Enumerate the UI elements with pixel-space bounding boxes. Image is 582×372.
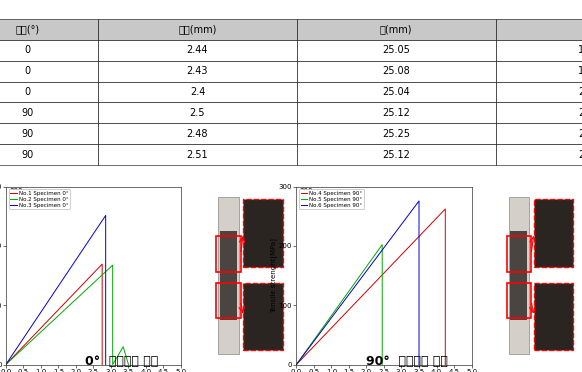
No.2 Specimen 0°: [120, 344, 127, 349]
No.1 Specimen 0°: [99, 262, 106, 266]
Text: 0°  인장시험 결과: 0° 인장시험 결과: [86, 355, 158, 368]
Line: No.4 Specimen 90°: No.4 Specimen 90°: [296, 209, 445, 365]
Line: No.5 Specimen 90°: No.5 Specimen 90°: [296, 245, 382, 365]
Bar: [218, 197, 239, 354]
No.5 Specimen 90°: [293, 362, 300, 367]
No.5 Specimen 90°: [379, 243, 386, 247]
No.6 Specimen 90°: [416, 362, 423, 367]
Text: 300: 300: [9, 188, 23, 194]
No.5 Specimen 90°: [379, 362, 386, 367]
Line: No.3 Specimen 0°: No.3 Specimen 0°: [6, 215, 106, 365]
FancyBboxPatch shape: [534, 199, 573, 267]
Legend: No.1 Specimen 0°, No.2 Specimen 0°, No.3 Specimen 0°: No.1 Specimen 0°, No.2 Specimen 0°, No.3…: [9, 189, 70, 209]
No.1 Specimen 0°: [2, 362, 9, 367]
Line: No.2 Specimen 0°: No.2 Specimen 0°: [6, 265, 129, 365]
No.3 Specimen 0°: [102, 213, 109, 218]
Bar: [509, 197, 529, 354]
Bar: [220, 231, 237, 320]
No.1 Specimen 0°: [99, 362, 106, 367]
FancyBboxPatch shape: [243, 283, 283, 350]
No.6 Specimen 90°: [293, 362, 300, 367]
No.6 Specimen 90°: [416, 199, 423, 203]
No.4 Specimen 90°: [293, 362, 300, 367]
Y-axis label: Tensile strenght[MPa]: Tensile strenght[MPa]: [271, 238, 278, 313]
No.4 Specimen 90°: [442, 207, 449, 211]
Legend: No.4 Specimen 90°, No.5 Specimen 90°, No.6 Specimen 90°: No.4 Specimen 90°, No.5 Specimen 90°, No…: [299, 189, 364, 209]
Text: 90°  인장시험 결과: 90° 인장시험 결과: [366, 355, 448, 368]
FancyBboxPatch shape: [243, 199, 283, 267]
No.4 Specimen 90°: [442, 362, 449, 367]
FancyBboxPatch shape: [534, 283, 573, 350]
No.3 Specimen 0°: [2, 362, 9, 367]
Line: No.1 Specimen 0°: No.1 Specimen 0°: [6, 264, 102, 365]
No.3 Specimen 0°: [102, 362, 109, 367]
Text: 300: 300: [300, 188, 313, 194]
No.2 Specimen 0°: [109, 263, 116, 267]
No.2 Specimen 0°: [109, 362, 116, 367]
No.2 Specimen 0°: [125, 362, 132, 367]
Line: No.6 Specimen 90°: No.6 Specimen 90°: [296, 201, 419, 365]
Bar: [510, 231, 527, 320]
No.2 Specimen 0°: [2, 362, 9, 367]
